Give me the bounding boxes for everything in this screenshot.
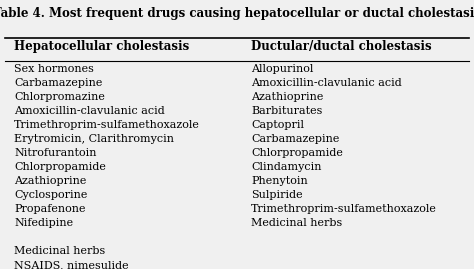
Text: Chlorpromazine: Chlorpromazine (14, 92, 105, 102)
Text: Carbamazepine: Carbamazepine (251, 134, 339, 144)
Text: Chlorpropamide: Chlorpropamide (251, 148, 343, 158)
Text: Amoxicillin-clavulanic acid: Amoxicillin-clavulanic acid (251, 78, 402, 88)
Text: Trimethroprim-sulfamethoxazole: Trimethroprim-sulfamethoxazole (14, 120, 200, 130)
Text: Chlorpropamide: Chlorpropamide (14, 162, 106, 172)
Text: Erytromicin, Clarithromycin: Erytromicin, Clarithromycin (14, 134, 174, 144)
Text: Phenytoin: Phenytoin (251, 176, 308, 186)
Text: NSAIDS, nimesulide: NSAIDS, nimesulide (14, 260, 129, 269)
Text: Barbiturates: Barbiturates (251, 106, 323, 116)
Text: Allopurinol: Allopurinol (251, 64, 314, 74)
Text: Sex hormones: Sex hormones (14, 64, 94, 74)
Text: Captopril: Captopril (251, 120, 304, 130)
Text: Table 4. Most frequent drugs causing hepatocellular or ductal cholestasis: Table 4. Most frequent drugs causing hep… (0, 7, 474, 20)
Text: Clindamycin: Clindamycin (251, 162, 322, 172)
Text: Medicinal herbs: Medicinal herbs (251, 218, 343, 228)
Text: Amoxicillin-clavulanic acid: Amoxicillin-clavulanic acid (14, 106, 165, 116)
Text: Ductular/ductal cholestasis: Ductular/ductal cholestasis (251, 40, 432, 52)
Text: Cyclosporine: Cyclosporine (14, 190, 88, 200)
Text: Nitrofurantoin: Nitrofurantoin (14, 148, 97, 158)
Text: Nifedipine: Nifedipine (14, 218, 73, 228)
Text: Trimethroprim-sulfamethoxazole: Trimethroprim-sulfamethoxazole (251, 204, 437, 214)
Text: Sulpiride: Sulpiride (251, 190, 303, 200)
Text: Medicinal herbs: Medicinal herbs (14, 246, 106, 256)
Text: Carbamazepine: Carbamazepine (14, 78, 102, 88)
Text: Azathioprine: Azathioprine (14, 176, 87, 186)
Text: Azathioprine: Azathioprine (251, 92, 324, 102)
Text: Propafenone: Propafenone (14, 204, 86, 214)
Text: Hepatocellular cholestasis: Hepatocellular cholestasis (14, 40, 190, 52)
